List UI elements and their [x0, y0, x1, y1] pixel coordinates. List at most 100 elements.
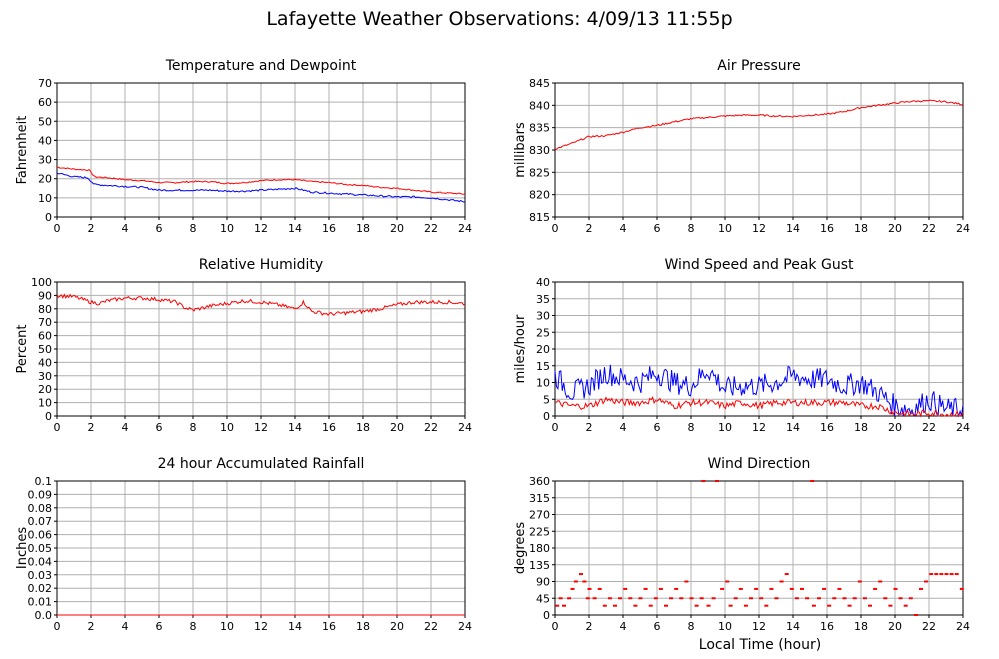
x-tick-label: 6 — [156, 222, 163, 235]
x-tick-label: 16 — [322, 222, 336, 235]
x-tick-label: 0 — [54, 620, 61, 633]
x-tick-label: 20 — [888, 222, 902, 235]
x-tick-label: 2 — [88, 421, 95, 434]
y-axis-label: miles/hour — [513, 314, 528, 383]
y-tick-label: 40 — [38, 356, 52, 369]
y-tick-label: 15 — [536, 360, 550, 373]
data-point — [669, 597, 674, 600]
chart-title: Wind Direction — [708, 456, 811, 472]
x-tick-label: 4 — [122, 421, 129, 434]
data-point — [749, 597, 753, 600]
data-point — [769, 587, 774, 590]
data-point — [954, 573, 959, 576]
chart-air-pressure: Air Pressuremillibars8158208258308358408… — [513, 58, 970, 235]
plot-frame — [56, 82, 466, 218]
data-point — [822, 587, 827, 590]
chart-wind-direction: Wind Directiondegrees0459013518022527031… — [513, 456, 970, 633]
x-tick-label: 12 — [254, 620, 268, 633]
data-point — [674, 587, 679, 590]
y-tick-label: 10 — [38, 192, 52, 205]
y-tick-label: 0.03 — [28, 569, 53, 582]
x-tick-label: 0 — [552, 222, 559, 235]
y-tick-label: 825 — [529, 166, 550, 179]
x-tick-label: 2 — [586, 620, 593, 633]
y-tick-label: 830 — [529, 144, 550, 157]
data-point — [784, 573, 789, 576]
x-tick-label: 22 — [424, 222, 438, 235]
y-tick-label: 135 — [529, 559, 550, 572]
data-point — [852, 597, 857, 600]
chart-relative-humidity: Relative HumidityPercent0102030405060708… — [15, 257, 472, 434]
x-tick-label: 22 — [922, 421, 936, 434]
data-point — [643, 587, 648, 590]
x-tick-label: 0 — [552, 620, 559, 633]
series-line — [554, 396, 964, 418]
data-point — [789, 587, 794, 590]
y-tick-label: 90 — [536, 576, 550, 589]
data-point — [908, 597, 913, 600]
data-point — [811, 604, 816, 607]
x-tick-label: 4 — [620, 222, 627, 235]
data-point — [638, 597, 643, 600]
data-point — [567, 597, 572, 600]
x-tick-label: 0 — [54, 421, 61, 434]
x-tick-label: 24 — [956, 620, 970, 633]
y-tick-label: 5 — [543, 393, 550, 406]
data-point — [592, 597, 597, 600]
data-point — [725, 580, 730, 583]
series-line — [56, 293, 466, 316]
data-point — [602, 604, 607, 607]
data-point — [847, 604, 852, 607]
x-tick-label: 18 — [854, 421, 868, 434]
x-tick-label: 24 — [458, 620, 472, 633]
y-tick-label: 40 — [536, 276, 550, 289]
x-tick-label: 20 — [888, 421, 902, 434]
y-axis-label: degrees — [513, 522, 528, 575]
x-tick-label: 2 — [586, 222, 593, 235]
x-tick-label: 10 — [220, 620, 234, 633]
data-point — [868, 604, 872, 607]
y-tick-label: 10 — [536, 377, 550, 390]
x-tick-label: 6 — [654, 222, 661, 235]
data-point — [738, 587, 743, 590]
x-tick-label: 16 — [322, 620, 336, 633]
y-tick-label: 20 — [38, 383, 52, 396]
data-point — [607, 597, 612, 600]
y-axis-label: Fahrenheit — [15, 116, 30, 185]
x-tick-label: 22 — [424, 620, 438, 633]
data-point — [653, 597, 658, 600]
y-tick-label: 225 — [529, 525, 550, 538]
chart-rainfall: 24 hour Accumulated RainfallInches0.00.0… — [15, 456, 472, 633]
data-point — [924, 580, 929, 583]
series-line — [56, 166, 466, 195]
data-point — [805, 597, 810, 600]
y-tick-label: 0 — [45, 410, 52, 423]
chart-title: Relative Humidity — [199, 257, 323, 273]
data-point — [570, 587, 575, 590]
y-tick-label: 270 — [529, 509, 550, 522]
y-tick-label: 0.07 — [28, 515, 53, 528]
data-point — [810, 480, 815, 482]
y-tick-label: 30 — [38, 154, 52, 167]
x-tick-label: 12 — [752, 620, 766, 633]
page-title: Lafayette Weather Observations: 4/09/13 … — [266, 8, 733, 30]
chart-wind-speed-gust: Wind Speed and Peak Gust miles/hour 0 5 10 15… — [513, 257, 970, 434]
chart-title: Wind Speed and Peak Gust — [665, 257, 854, 273]
y-tick-label: 815 — [529, 211, 550, 224]
data-point — [743, 604, 748, 607]
data-point — [658, 587, 663, 590]
y-tick-label: 100 — [31, 276, 52, 289]
x-tick-label: 24 — [956, 421, 970, 434]
y-tick-label: 0 — [543, 410, 550, 423]
x-tick-label: 20 — [390, 222, 404, 235]
data-point — [857, 580, 862, 583]
y-tick-label: 60 — [38, 96, 52, 109]
data-point — [689, 597, 694, 600]
data-point — [733, 597, 738, 600]
y-tick-label: 0.08 — [28, 502, 53, 515]
y-axis-label: Inches — [15, 527, 30, 569]
x-tick-label: 2 — [88, 620, 95, 633]
plot-frame — [554, 480, 964, 616]
x-tick-label: 24 — [956, 222, 970, 235]
y-tick-label: 35 — [536, 293, 550, 306]
